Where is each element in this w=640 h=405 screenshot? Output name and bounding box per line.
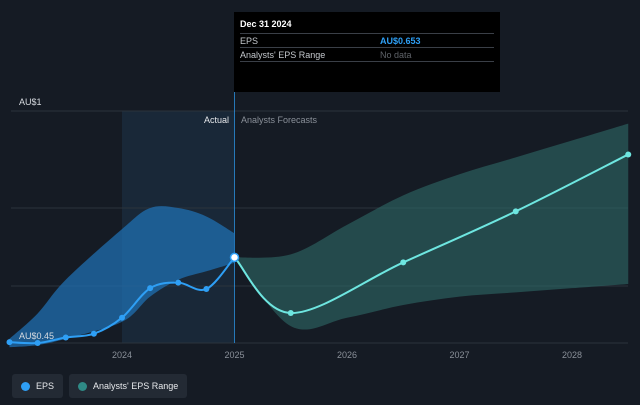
legend-eps[interactable]: EPS xyxy=(12,374,64,398)
x-tick-label-2024: 2024 xyxy=(112,350,132,360)
tooltip-range-value: No data xyxy=(380,49,412,60)
tooltip-eps-value: AU$0.653 xyxy=(380,35,421,46)
tooltip-row-eps: EPS AU$0.653 xyxy=(240,33,494,47)
series-0-point-1 xyxy=(34,340,41,346)
x-tick-label-2026: 2026 xyxy=(337,350,357,360)
point-layer xyxy=(6,151,632,346)
series-1-point-2 xyxy=(400,259,407,266)
series-1-point-3 xyxy=(512,208,519,215)
legend-eps-range[interactable]: Analysts' EPS Range xyxy=(69,374,188,398)
forecast-section-label: Analysts Forecasts xyxy=(241,115,318,125)
text-layer: AU$1 AU$0.45 Actual Analysts Forecasts 2… xyxy=(19,97,582,360)
series-1-point-4 xyxy=(625,151,632,158)
actual-eps-range-band xyxy=(9,206,235,348)
series-0-point-0 xyxy=(6,339,13,346)
tooltip-date: Dec 31 2024 xyxy=(240,19,292,29)
tooltip-row-range: Analysts' EPS Range No data xyxy=(240,47,494,62)
actual-section-label: Actual xyxy=(204,115,229,125)
series-0-point-2 xyxy=(62,334,69,341)
forecast-eps-range-band xyxy=(234,123,629,330)
legend-eps-dot xyxy=(21,381,30,391)
band-layer xyxy=(9,123,629,348)
series-0-point-7 xyxy=(203,286,210,293)
y-axis-top-label: AU$1 xyxy=(19,97,42,107)
hover-point-marker xyxy=(229,252,240,263)
hover-tooltip: Dec 31 2024 EPS AU$0.653 Analysts' EPS R… xyxy=(234,12,500,92)
series-0-point-4 xyxy=(119,314,125,321)
y-axis-bottom-label: AU$0.45 xyxy=(19,331,54,341)
tooltip-range-label: Analysts' EPS Range xyxy=(240,49,326,60)
x-tick-label-2027: 2027 xyxy=(449,350,469,360)
tooltip-eps-label: EPS xyxy=(240,35,259,46)
x-tick-label-2028: 2028 xyxy=(562,350,582,360)
series-0-point-3 xyxy=(90,330,97,337)
legend: EPS Analysts' EPS Range xyxy=(12,374,188,398)
x-tick-label-2025: 2025 xyxy=(224,350,244,360)
legend-eps-label: EPS xyxy=(36,381,55,391)
legend-range-label: Analysts' EPS Range xyxy=(93,381,179,391)
series-0-point-5 xyxy=(147,285,154,292)
legend-range-dot xyxy=(78,381,88,391)
series-1-point-1 xyxy=(287,310,294,317)
series-0-point-6 xyxy=(175,279,182,286)
